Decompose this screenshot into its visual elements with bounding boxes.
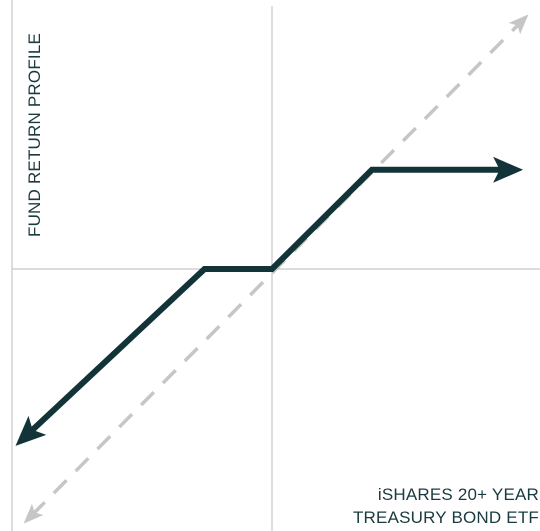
reference-arrow-start	[23, 503, 44, 524]
fund-arrow-end	[493, 156, 524, 183]
axis-labels: FUND RETURN PROFILE iSHARES 20+ YEAR TRE…	[25, 33, 539, 527]
fund-arrow-start	[15, 415, 47, 446]
fund-return-series	[26, 166, 506, 436]
series-layer	[15, 14, 529, 524]
y-axis-label: FUND RETURN PROFILE	[25, 33, 44, 237]
reference-arrow-end	[508, 14, 529, 35]
x-axis-label-line-1: iSHARES 20+ YEAR	[378, 485, 539, 504]
x-axis-label-line-2: TREASURY BOND ETF	[353, 508, 539, 527]
